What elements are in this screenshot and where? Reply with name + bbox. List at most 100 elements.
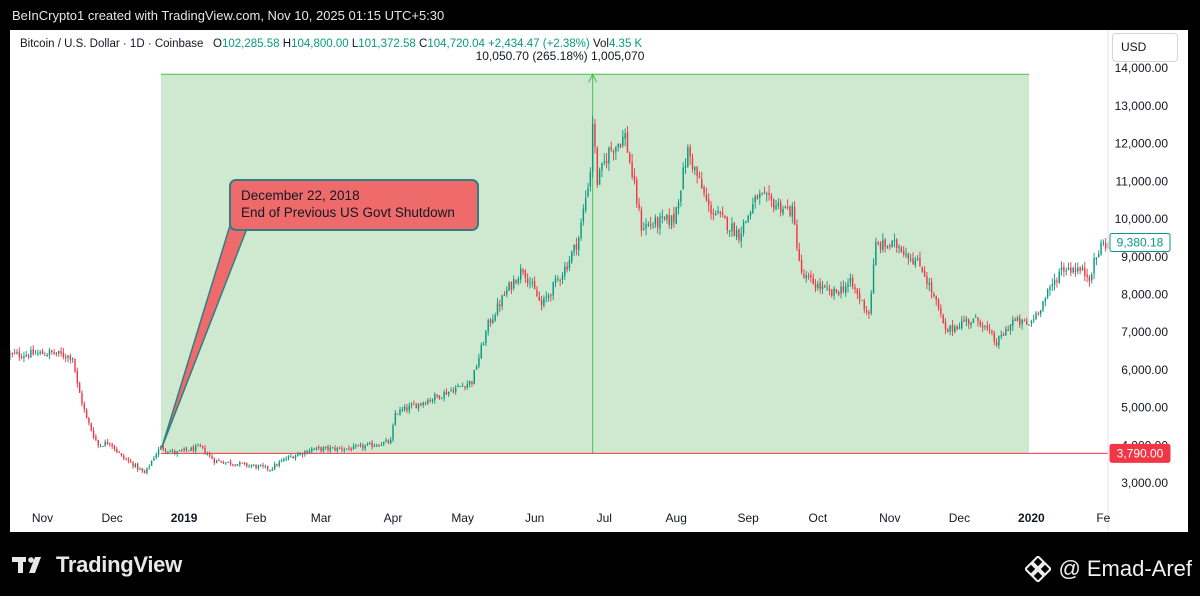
candle-body (125, 458, 127, 460)
candle-body (343, 449, 345, 451)
candle-body (431, 399, 434, 402)
candle-body (102, 445, 104, 447)
candle-body (824, 285, 826, 287)
candle-body (870, 293, 872, 314)
candle-body (415, 404, 417, 409)
candle-body (865, 310, 868, 312)
candle-body (153, 458, 155, 461)
candle-body (603, 161, 605, 163)
candle-body (362, 444, 364, 449)
candle-body (517, 278, 520, 284)
candle-body (519, 268, 522, 280)
candle-body (698, 176, 701, 179)
candle-body (638, 203, 640, 209)
candle-body (903, 251, 905, 255)
candle-body (183, 448, 185, 451)
candle-body (204, 447, 206, 454)
candle-body (573, 244, 575, 252)
candle-body (32, 349, 34, 355)
candle-body (225, 462, 227, 464)
candle-body (721, 212, 724, 215)
candle-body (710, 205, 712, 215)
candle-body (478, 357, 480, 367)
candle-body (120, 453, 123, 456)
candle-body (350, 448, 352, 451)
candle-body (30, 349, 32, 358)
y-tick-label: 9,000.00 (1121, 250, 1168, 264)
candle-body (194, 445, 197, 451)
candle-body (457, 385, 459, 388)
candle-body (276, 464, 278, 466)
candle-body (48, 350, 51, 356)
candle-body (215, 460, 218, 464)
candle-body (1035, 312, 1037, 320)
candle-body (324, 446, 327, 448)
candle-body (450, 390, 452, 392)
at-icon: @ (1058, 556, 1081, 581)
candle-body (241, 462, 243, 464)
candle-body (961, 320, 963, 329)
candle-body (993, 333, 995, 342)
candle-body (473, 369, 475, 385)
candle-body (389, 439, 392, 444)
candle-body (594, 124, 596, 147)
candle-body (399, 409, 401, 415)
candle-body (1002, 334, 1005, 336)
currency-button[interactable]: USD (1112, 33, 1178, 62)
candle-body (731, 223, 733, 232)
candle-body (930, 282, 933, 293)
range-arrow-head (588, 73, 598, 83)
candle-body (724, 215, 726, 219)
candle-body (889, 245, 891, 247)
chart-panel[interactable]: 3,000.004,000.005,000.006,000.007,000.00… (10, 30, 1188, 532)
chart-caption: BeInCrypto1 created with TradingView.com… (12, 8, 445, 23)
candle-body (981, 325, 984, 328)
candle-body (269, 469, 271, 471)
candle-body (1065, 270, 1067, 272)
candle-body (92, 430, 95, 438)
candle-body (150, 460, 153, 466)
candle-body (1005, 328, 1007, 336)
candle-body (213, 458, 215, 463)
candle-body (116, 448, 118, 452)
candle-body (1021, 319, 1023, 325)
candle-body (793, 206, 796, 225)
open-label: O (213, 38, 222, 50)
candle-body (46, 355, 48, 357)
candle-body (761, 193, 763, 195)
candle-body (749, 212, 752, 216)
candle-body (41, 350, 44, 355)
candle-body (1014, 319, 1016, 321)
candle-body (169, 451, 171, 453)
candle-body (995, 342, 998, 346)
candle-body (257, 465, 260, 469)
candle-body (136, 463, 139, 470)
candle-body (248, 465, 250, 467)
candle-body (37, 352, 39, 355)
candlestick-chart[interactable]: 3,000.004,000.005,000.006,000.007,000.00… (10, 30, 1188, 532)
candle-body (206, 454, 209, 456)
candle-body (60, 351, 62, 354)
candle-body (717, 210, 719, 213)
symbol-legend: Bitcoin / U.S. Dollar · 1D · Coinbase O1… (20, 38, 642, 50)
y-tick-label: 10,000.00 (1115, 212, 1169, 226)
candle-body (907, 253, 910, 259)
candle-body (1097, 253, 1100, 258)
callout-date: December 22, 2018 (241, 188, 360, 203)
x-tick-label: Dec (949, 511, 970, 525)
candle-body (673, 213, 675, 223)
candle-body (714, 214, 717, 216)
candle-body (441, 397, 443, 399)
candle-body (262, 465, 264, 467)
candle-body (320, 447, 322, 451)
candle-body (856, 289, 859, 294)
candle-body (817, 283, 819, 288)
candle-body (16, 352, 18, 354)
candle-body (211, 455, 213, 459)
candles (10, 116, 1109, 475)
candle-body (369, 442, 371, 444)
candle-body (763, 192, 766, 194)
candle-body (1044, 298, 1047, 302)
candle-body (598, 169, 601, 185)
candle-body (536, 289, 538, 297)
